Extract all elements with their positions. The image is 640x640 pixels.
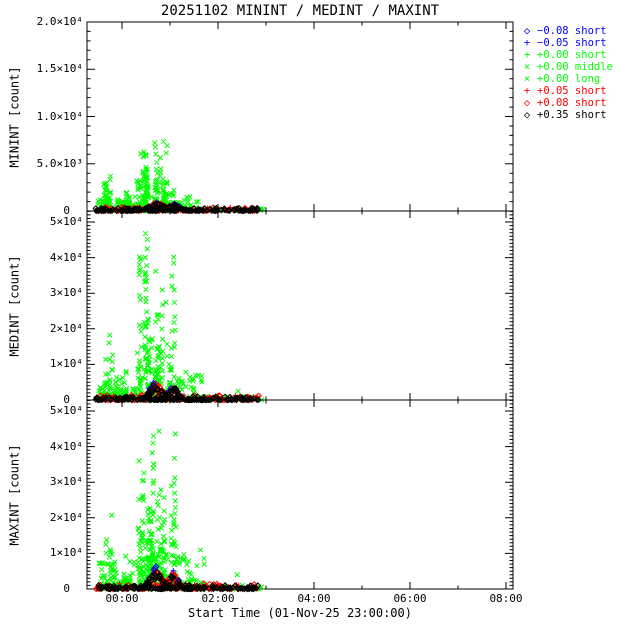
legend-marker-plus-icon: + — [523, 37, 531, 49]
legend-marker-cross-icon: × — [523, 61, 531, 73]
legend-item-label: −0.08 short — [537, 25, 607, 37]
y-tick-label: 1.5×10⁴ — [36, 62, 83, 75]
legend-marker-diamond-icon: ◇ — [523, 25, 531, 37]
y-tick-label: 4×10⁴ — [49, 440, 83, 453]
legend-item-label: +0.05 short — [537, 85, 607, 97]
plot-title: 20251102 MININT / MEDINT / MAXINT — [160, 3, 440, 19]
y-axis-title-minint: MININT [count] — [7, 65, 21, 168]
legend-item: + +0.00 short — [517, 49, 639, 61]
legend-item: + −0.05 short — [517, 37, 639, 49]
legend-item: ◇ −0.08 short — [517, 25, 639, 37]
legend: ◇ −0.08 short + −0.05 short + +0.00 shor… — [517, 25, 639, 121]
y-tick-label: 2×10⁴ — [49, 322, 83, 335]
legend-marker-diamond-icon: ◇ — [523, 97, 531, 109]
y-tick-label: 5×10⁴ — [49, 404, 83, 417]
legend-item: + +0.05 short — [517, 85, 639, 97]
y-tick-label: 1×10⁴ — [49, 546, 83, 559]
y-tick-label: 5×10⁴ — [49, 215, 83, 228]
x-tick-label: 02:00 — [201, 592, 235, 605]
legend-item-label: +0.00 middle — [537, 61, 613, 73]
legend-marker-plus-icon: + — [523, 49, 531, 61]
x-axis-title: Start Time (01-Nov-25 23:00:00) — [188, 606, 412, 620]
legend-item-label: −0.05 short — [537, 37, 607, 49]
legend-marker-diamond-icon: ◇ — [523, 109, 531, 121]
legend-item: × +0.00 middle — [517, 61, 639, 73]
x-tick-label: 08:00 — [489, 592, 523, 605]
y-tick-label: 5.0×10³ — [36, 157, 83, 170]
y-tick-label: 2×10⁴ — [49, 511, 83, 524]
y-tick-label: 1.0×10⁴ — [36, 110, 83, 123]
x-tick-label: 04:00 — [297, 592, 331, 605]
y-tick-label: 1×10⁴ — [49, 357, 83, 370]
legend-marker-cross-icon: × — [523, 73, 531, 85]
legend-item: × +0.00 long — [517, 73, 639, 85]
legend-item-label: +0.00 short — [537, 49, 607, 61]
y-tick-label: 0 — [63, 582, 70, 595]
y-tick-label: 3×10⁴ — [49, 286, 83, 299]
y-axis-title-maxint: MAXINT [count] — [7, 443, 21, 546]
y-tick-label: 0 — [63, 204, 70, 217]
legend-item-label: +0.35 short — [537, 109, 607, 121]
legend-item-label: +0.00 long — [537, 73, 601, 85]
y-tick-label: 2.0×10⁴ — [36, 15, 83, 28]
y-tick-label: 4×10⁴ — [49, 251, 83, 264]
legend-item: ◇ +0.35 short — [517, 109, 639, 121]
y-axis-title-medint: MEDINT [count] — [7, 254, 21, 357]
y-tick-label: 0 — [63, 393, 70, 406]
y-tick-label: 3×10⁴ — [49, 475, 83, 488]
legend-item-label: +0.08 short — [537, 97, 607, 109]
x-tick-label: 00:00 — [105, 592, 139, 605]
legend-item: ◇ +0.08 short — [517, 97, 639, 109]
x-tick-label: 06:00 — [393, 592, 427, 605]
legend-marker-plus-icon: + — [523, 85, 531, 97]
